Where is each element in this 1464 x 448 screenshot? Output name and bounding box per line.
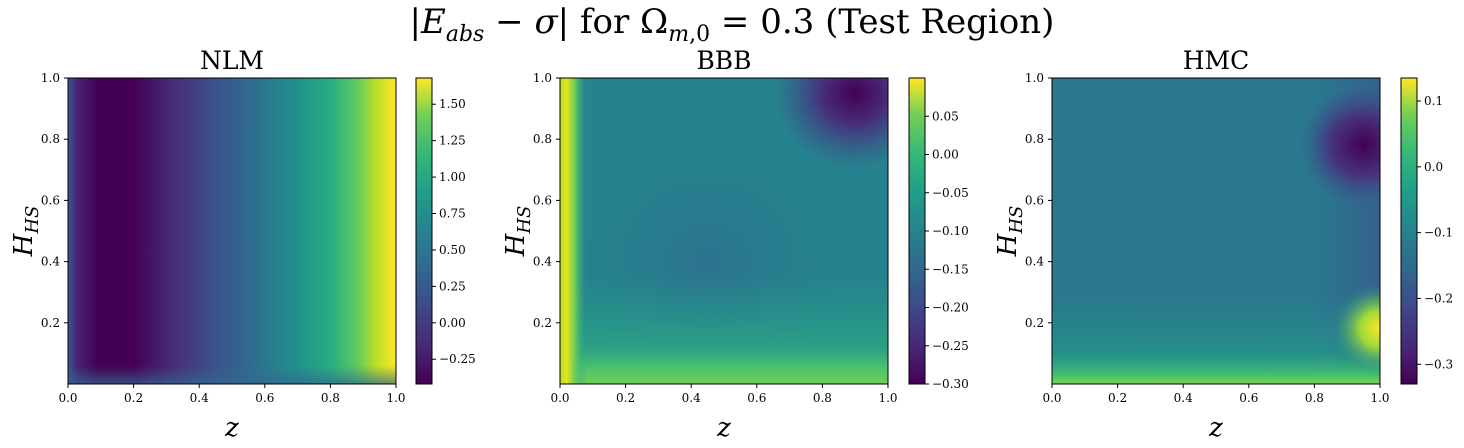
colorbar-tick-label: −0.25 — [439, 352, 476, 366]
x-tick-label: 0.0 — [58, 391, 77, 405]
x-tick-label: 0.4 — [1174, 391, 1193, 405]
y-tick-label: 0.6 — [41, 193, 60, 207]
x-tick-label: 0.6 — [747, 391, 766, 405]
y-tick-label: 0.8 — [41, 132, 60, 146]
heatmap-bbb — [559, 77, 889, 385]
x-tick-label: 1.0 — [878, 391, 897, 405]
heatmap-bbb-left-band — [560, 78, 888, 384]
figure-title: |Eabs − σ| for Ωm,0 = 0.3 (Test Region) — [0, 2, 1464, 47]
x-tick-label: 0.2 — [616, 391, 635, 405]
x-tick-label: 0.2 — [1108, 391, 1127, 405]
colorbar-tick-label: 1.25 — [439, 134, 466, 148]
heatmap-nlm-bottom-band — [68, 78, 396, 384]
y-tick-label: 1.0 — [533, 71, 552, 85]
colorbar-tick-label: −0.05 — [932, 186, 969, 200]
colorbar-tick-label: 0.00 — [932, 148, 959, 162]
y-tick-label: 1.0 — [41, 71, 60, 85]
x-tick-label: 0.4 — [682, 391, 701, 405]
y-tick-label: 0.6 — [1025, 193, 1044, 207]
colorbar-nlm-bar — [415, 77, 433, 385]
panel-title-hmc: HMC — [1182, 46, 1250, 75]
heatmap-hmc — [1051, 77, 1381, 385]
y-tick-label: 0.6 — [533, 193, 552, 207]
ticks-layer: 0.0 0.2 0.4 0.6 0.8 1.0 0.2 0.4 0.6 0.8 1.0 −0.25 0.… — [41, 71, 1453, 405]
colorbar-hmc-bar — [1400, 77, 1418, 385]
x-tick-label: 0.6 — [255, 391, 274, 405]
x-tick-label: 1.0 — [386, 391, 405, 405]
heatmap-nlm-frame — [67, 77, 397, 385]
colorbar-nlm — [415, 77, 433, 385]
colorbar-tick-label: −0.30 — [932, 377, 969, 391]
x-tick-label: 0.8 — [813, 391, 832, 405]
y-tick-label: 0.2 — [41, 316, 60, 330]
y-tick-label: 1.0 — [1025, 71, 1044, 85]
colorbar-tick-label: 1.00 — [439, 170, 466, 184]
colorbar-tick-label: 0.1 — [1424, 94, 1443, 108]
colorbar-tick-label: −0.2 — [1424, 291, 1453, 305]
colorbar-tick-label: 0.75 — [439, 207, 466, 221]
suptitle-text: |Eabs − σ| for Ωm,0 = 0.3 (Test Region) — [409, 2, 1055, 47]
colorbar-bbb-bar — [908, 77, 926, 385]
x-tick-label: 0.0 — [1042, 391, 1061, 405]
xlabel-bbb: z — [716, 413, 731, 443]
x-tick-label: 1.0 — [1370, 391, 1389, 405]
colorbar-tick-label: −0.1 — [1424, 226, 1453, 240]
x-tick-label: 0.0 — [550, 391, 569, 405]
colorbar-tick-label: 0.25 — [439, 279, 466, 293]
y-tick-label: 0.4 — [1025, 255, 1044, 269]
ylabel-bbb: HHS — [501, 206, 535, 258]
colorbar-tick-label: −0.25 — [932, 339, 969, 353]
xlabel-hmc: z — [1208, 413, 1223, 443]
colorbar-bbb — [908, 77, 926, 385]
heatmap-hmc-frame — [1051, 77, 1381, 385]
heatmap-hmc-bottomright — [1052, 78, 1380, 384]
y-tick-label: 0.2 — [1025, 316, 1044, 330]
heatmap-nlm — [67, 77, 397, 385]
colorbar-tick-label: −0.20 — [932, 301, 969, 315]
y-tick-label: 0.2 — [533, 316, 552, 330]
xlabel-nlm: z — [224, 413, 239, 443]
ylabel-hmc: HHS — [993, 206, 1027, 258]
ylabel-nlm: HHS — [9, 206, 43, 258]
colorbar-tick-label: 0.00 — [439, 316, 466, 330]
panel-title-nlm: NLM — [199, 46, 265, 75]
colorbar-hmc — [1400, 77, 1418, 385]
x-tick-label: 0.8 — [321, 391, 340, 405]
colorbar-tick-label: −0.10 — [932, 224, 969, 238]
y-tick-label: 0.4 — [41, 255, 60, 269]
y-tick-label: 0.8 — [533, 132, 552, 146]
colorbar-tick-label: −0.15 — [932, 262, 969, 276]
colorbar-tick-label: 0.05 — [932, 109, 959, 123]
y-tick-label: 0.4 — [533, 255, 552, 269]
colorbar-tick-label: 0.50 — [439, 243, 466, 257]
x-tick-label: 0.8 — [1305, 391, 1324, 405]
heatmap-bbb-frame — [559, 77, 889, 385]
colorbar-tick-label: 0.0 — [1424, 160, 1443, 174]
colorbar-tick-label: 1.50 — [439, 97, 466, 111]
x-tick-label: 0.2 — [124, 391, 143, 405]
y-tick-label: 0.8 — [1025, 132, 1044, 146]
colorbar-tick-label: −0.3 — [1424, 357, 1453, 371]
panel-title-bbb: BBB — [696, 46, 752, 75]
x-tick-label: 0.6 — [1239, 391, 1258, 405]
x-tick-label: 0.4 — [190, 391, 209, 405]
